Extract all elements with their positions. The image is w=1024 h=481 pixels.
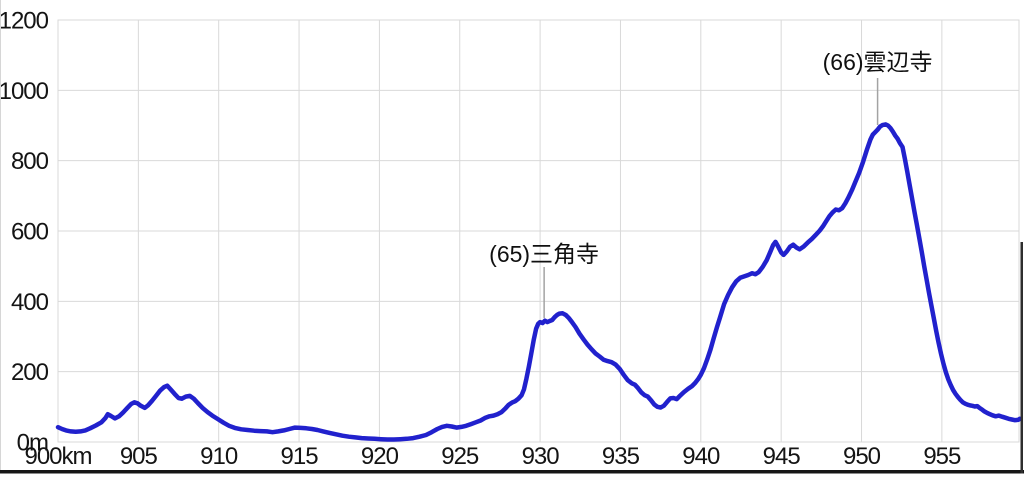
x-tick-label: 920	[361, 443, 399, 470]
x-tick-label: 940	[682, 443, 720, 470]
bottom-black-bar	[0, 470, 1024, 474]
x-tick-label: 915	[281, 443, 319, 470]
annotation-leader-lines	[543, 78, 879, 318]
y-tick-label: 0m	[17, 430, 48, 457]
gridlines	[58, 20, 1019, 442]
x-tick-label: 945	[763, 443, 801, 470]
y-tick-label: 200	[11, 359, 49, 386]
y-tick-label: 1000	[0, 78, 49, 105]
x-tick-label: 900km	[24, 443, 91, 470]
elevation-trace	[55, 122, 1023, 442]
y-tick-label: 600	[11, 219, 49, 246]
right-edge-strip	[1020, 242, 1023, 474]
x-tick-label: 950	[843, 443, 881, 470]
elevation-line-series	[55, 122, 1023, 442]
x-tick-label: 905	[120, 443, 158, 470]
x-tick-label: 910	[200, 443, 238, 470]
x-axis-tick-labels: 900km 905 910 915 920 925 930 935 940 945 950 955	[24, 443, 962, 470]
temple-annotation-label: (66)雲辺寺	[823, 49, 933, 75]
temple-annotation-label: (65)三角寺	[489, 241, 599, 267]
x-tick-label: 935	[602, 443, 640, 470]
y-axis-tick-labels: 0m 200 400 600 800 1000 1200	[0, 8, 50, 457]
y-tick-label: 1200	[0, 8, 49, 35]
temple-annotations: (65)三角寺 (66)雲辺寺	[489, 49, 932, 267]
y-tick-label: 400	[11, 289, 49, 316]
x-tick-label: 955	[923, 443, 961, 470]
x-tick-label: 930	[522, 443, 560, 470]
y-tick-label: 800	[11, 148, 49, 175]
x-tick-label: 925	[441, 443, 479, 470]
